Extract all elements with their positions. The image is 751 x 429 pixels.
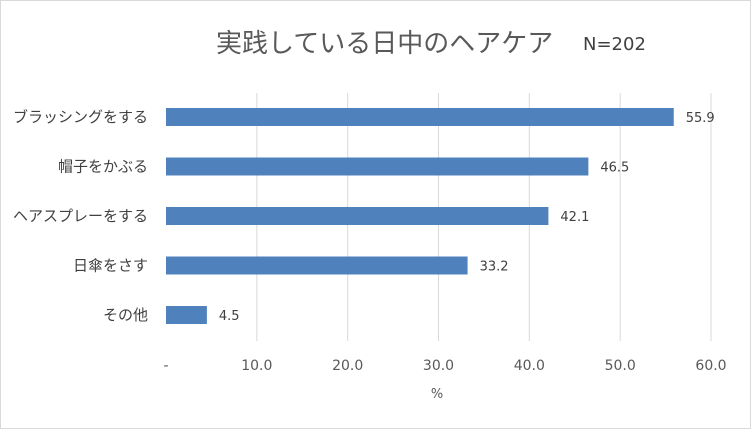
x-tick-label: 60.0 [695, 358, 726, 374]
x-tick-labels: - 10.0 20.0 30.0 40.0 50.0 60.0 [163, 358, 726, 374]
category-label: ブラッシングをする [13, 108, 148, 126]
x-axis-label: % [431, 387, 443, 402]
data-label: 55.9 [686, 111, 715, 126]
data-label: 33.2 [480, 260, 509, 275]
x-tick-label: 20.0 [332, 358, 363, 374]
bar [166, 108, 674, 126]
bar [166, 157, 589, 176]
category-label: その他 [103, 306, 148, 324]
x-tick-label: 10.0 [241, 358, 272, 374]
category-label: ヘアスプレーをする [13, 207, 148, 225]
data-labels: 55.9 46.5 42.1 33.2 4.5 [219, 111, 715, 324]
x-tick-label: 30.0 [423, 358, 454, 374]
data-label: 46.5 [600, 161, 629, 176]
data-label: 42.1 [560, 210, 589, 225]
bar [166, 207, 549, 225]
bars [166, 108, 674, 324]
x-tick-label: 40.0 [514, 358, 545, 374]
x-tick-label: - [163, 358, 168, 374]
chart-title: 実践している日中のヘアケア [216, 29, 554, 59]
sample-size-label: N=202 [583, 34, 646, 55]
bar [166, 306, 207, 324]
data-label: 4.5 [219, 309, 240, 324]
bar [166, 256, 468, 275]
x-tick-label: 50.0 [605, 358, 636, 374]
category-label: 日傘をさす [73, 257, 148, 275]
category-label: 帽子をかぶる [58, 158, 148, 176]
